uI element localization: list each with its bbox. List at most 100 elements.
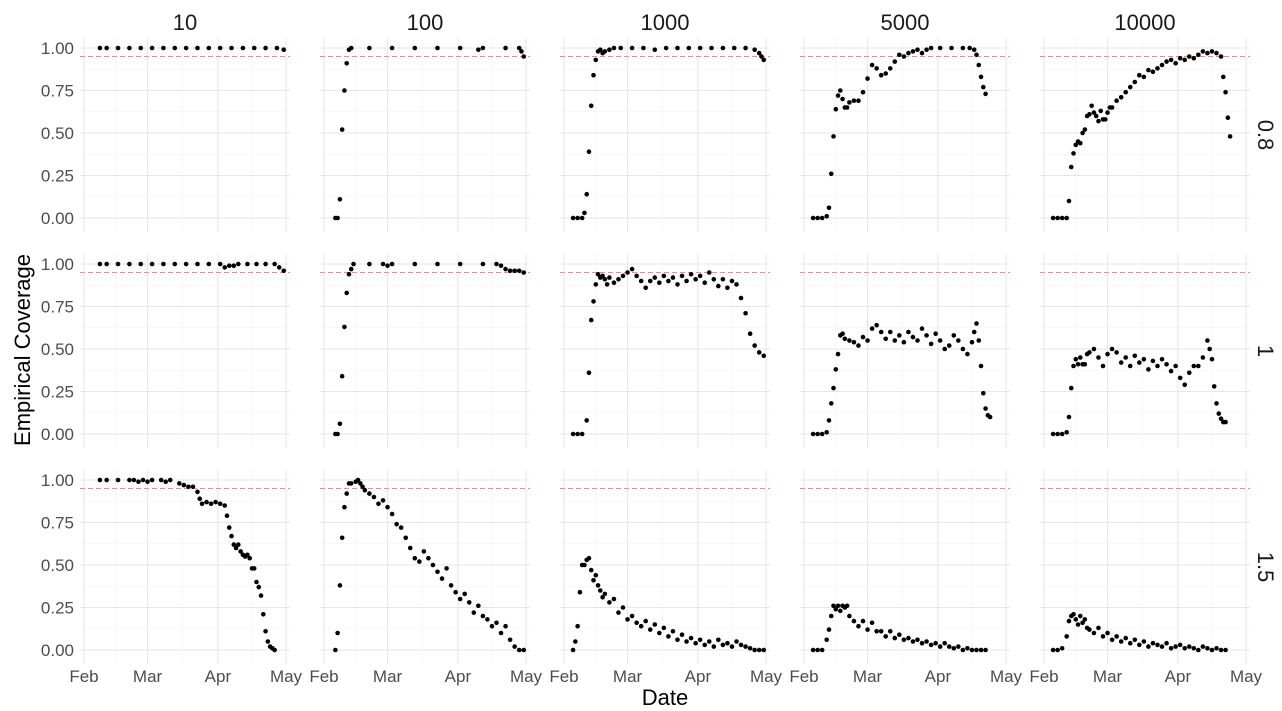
data-point [360, 484, 365, 490]
x-tick-label: Mar [853, 667, 883, 686]
data-point [1207, 346, 1212, 352]
data-point [149, 477, 155, 483]
data-point [593, 57, 599, 63]
data-point [457, 261, 463, 267]
data-point [251, 45, 257, 51]
panel-0.8-10000 [1040, 38, 1250, 232]
data-point [711, 277, 717, 282]
data-point [915, 338, 920, 343]
data-point [865, 338, 870, 343]
data-point [906, 50, 911, 56]
data-point [1050, 431, 1056, 437]
data-point [226, 263, 232, 269]
data-point [824, 637, 829, 643]
data-point [272, 261, 277, 267]
data-point [579, 431, 585, 437]
data-point [127, 261, 132, 267]
data-point [906, 635, 911, 641]
data-point [362, 487, 368, 493]
data-point [1059, 215, 1065, 221]
data-point [1164, 640, 1169, 646]
data-point [1177, 642, 1183, 648]
data-point [1066, 414, 1072, 420]
data-point [575, 431, 580, 437]
data-point [847, 338, 852, 343]
panels-layer [80, 38, 1250, 664]
data-point [335, 431, 340, 437]
data-point [206, 261, 212, 267]
data-point [1186, 54, 1192, 59]
data-point [643, 618, 649, 624]
data-point [417, 559, 422, 564]
data-point [1209, 49, 1215, 54]
data-point [376, 501, 381, 507]
data-point [901, 54, 907, 59]
data-point [824, 214, 829, 219]
data-point [638, 278, 644, 284]
data-point [1123, 355, 1129, 360]
data-point [869, 620, 875, 626]
data-point [860, 334, 866, 340]
data-point [348, 481, 354, 486]
data-point [1227, 134, 1233, 139]
data-point [976, 338, 982, 343]
data-point [1118, 639, 1124, 644]
data-point [1096, 355, 1101, 360]
data-point [924, 333, 929, 338]
data-point [1137, 642, 1142, 648]
data-point [1200, 355, 1206, 360]
data-point [1159, 62, 1165, 68]
data-point [833, 606, 839, 612]
data-point [752, 47, 757, 52]
panel-0.8-5000 [800, 38, 1010, 232]
data-point [1087, 350, 1092, 355]
data-point [743, 311, 748, 316]
data-point [819, 647, 825, 653]
data-point [915, 47, 920, 52]
data-point [833, 106, 839, 112]
data-point [1177, 55, 1183, 61]
data-point [521, 270, 527, 275]
data-point [1073, 617, 1079, 622]
data-point [339, 373, 345, 379]
data-point [1105, 351, 1110, 357]
x-tick-label: Feb [309, 667, 338, 686]
data-point [582, 562, 587, 568]
data-point [874, 322, 879, 328]
x-tick-label: Mar [133, 667, 163, 686]
data-point [897, 632, 902, 637]
data-point [844, 603, 850, 609]
data-point [136, 479, 141, 485]
data-point [983, 91, 988, 97]
data-point [489, 623, 495, 629]
data-point [1164, 59, 1169, 64]
data-point [367, 261, 372, 267]
data-point [634, 620, 639, 626]
data-point [670, 275, 676, 280]
data-point [115, 45, 121, 51]
data-point [1071, 151, 1076, 156]
data-point [828, 401, 834, 406]
data-point [140, 477, 146, 483]
data-point [1173, 644, 1178, 649]
data-point [657, 280, 662, 286]
data-point [339, 127, 345, 132]
data-point [1082, 127, 1088, 132]
data-point [466, 600, 472, 605]
data-point [1089, 103, 1094, 109]
x-tick-label: Feb [69, 667, 98, 686]
data-point [1059, 646, 1065, 651]
data-point [892, 59, 898, 64]
data-point [607, 275, 612, 280]
data-point [131, 477, 137, 483]
data-point [385, 504, 390, 510]
data-point [1159, 356, 1165, 362]
data-point [1191, 363, 1197, 369]
data-point [752, 343, 757, 348]
data-point [738, 642, 744, 648]
panel-1-100 [320, 254, 530, 448]
data-point [190, 484, 196, 490]
data-point [1114, 98, 1119, 103]
data-point [335, 630, 340, 636]
data-point [1196, 52, 1201, 58]
